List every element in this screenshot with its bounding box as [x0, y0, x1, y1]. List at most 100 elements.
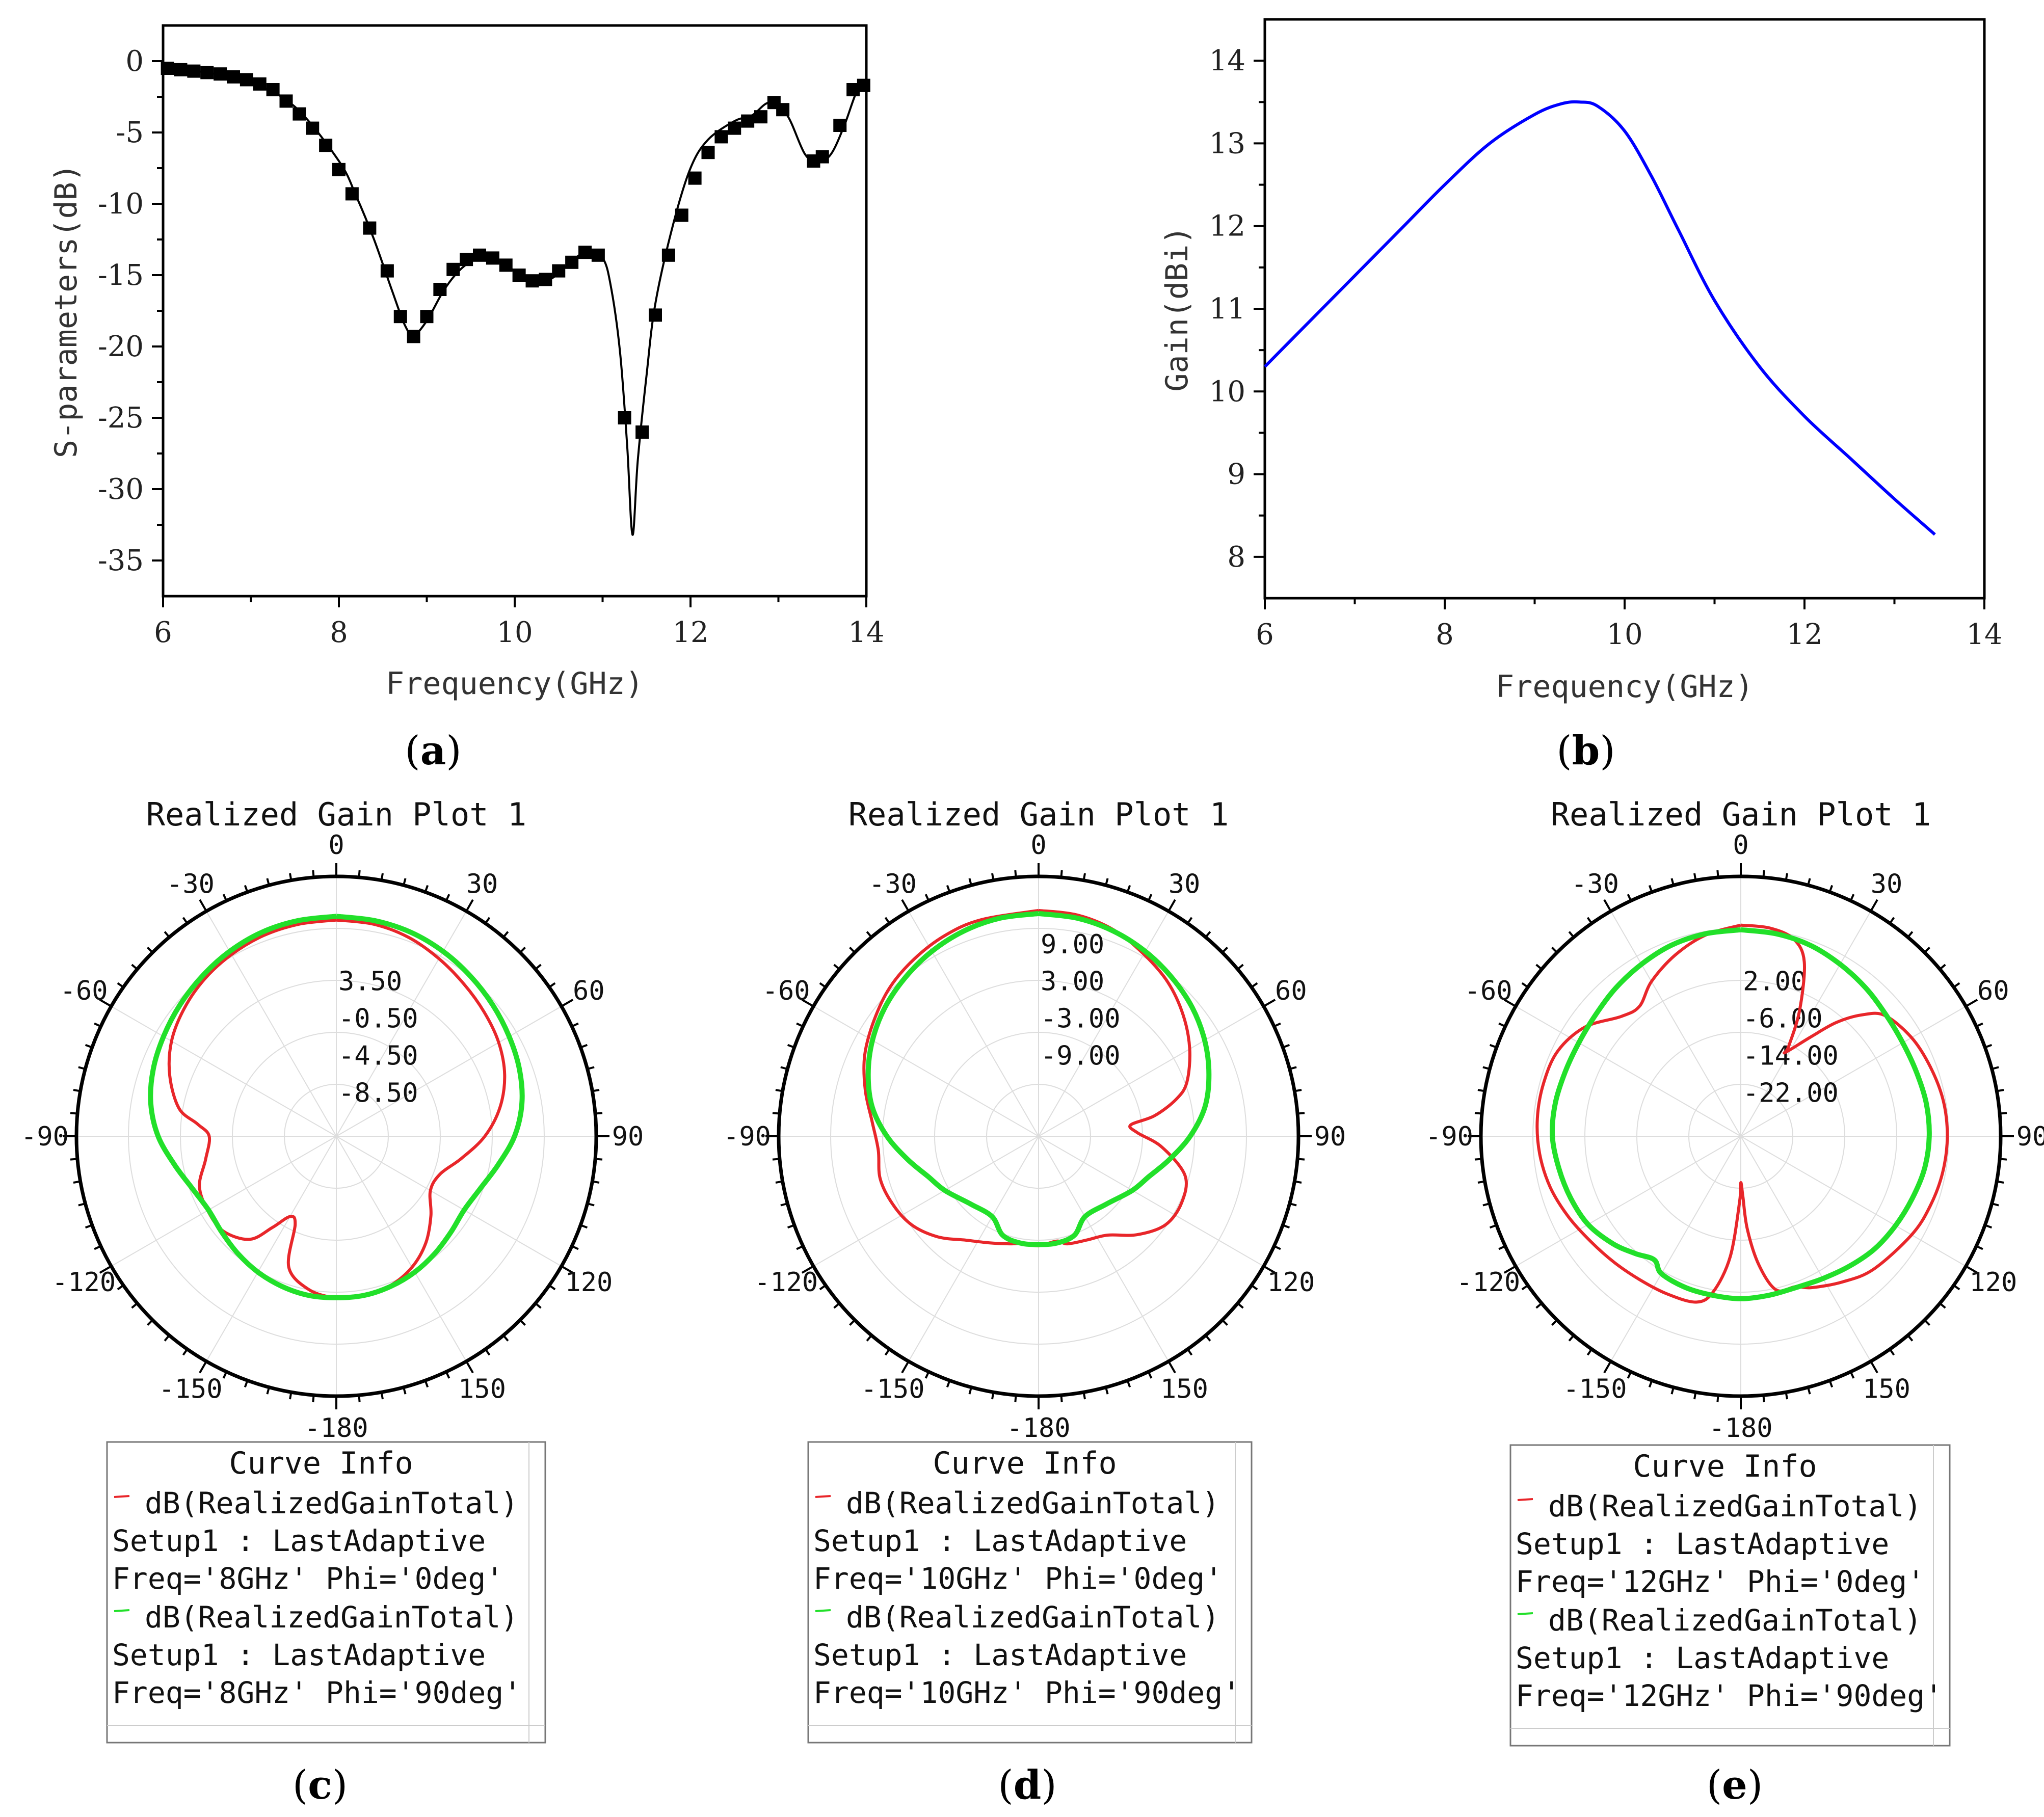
panel-e-angle-tick	[1762, 870, 1765, 878]
a-data-marker	[319, 139, 333, 152]
panel-c-legend-entry-line: dB(RealizedGainTotal)	[145, 1486, 518, 1520]
panel-c-angle-label: 30	[466, 869, 498, 900]
panel-e-label-letter: e	[1722, 1762, 1747, 1808]
panel-e-ring-label: -6.00	[1743, 1004, 1823, 1034]
a-y-tick-label: -10	[98, 188, 144, 221]
panel-c-angle-label: 0	[328, 830, 344, 861]
panel-e-legend-entry-line: Freq='12GHz' Phi='0deg'	[1516, 1564, 1925, 1599]
panel-d-angle-tick	[968, 878, 972, 886]
a-data-marker	[253, 77, 267, 91]
panel-c-angle-label: -30	[167, 869, 215, 900]
panel-c-legend-entry-line: Freq='8GHz' Phi='90deg'	[112, 1675, 521, 1710]
b-y-tick-label: 9	[1227, 458, 1245, 491]
b-x-tick-label: 6	[1256, 618, 1274, 651]
panel-d-ring-label: -9.00	[1041, 1040, 1121, 1071]
panel-c-angle-tick	[465, 1360, 474, 1374]
panel-c-angle-tick	[117, 1284, 124, 1291]
a-data-marker	[486, 251, 499, 265]
panel-e-series-curve	[1550, 927, 1932, 1301]
panel-e-angle-tick	[1477, 1180, 1485, 1184]
a-x-tick-label: 10	[496, 616, 533, 649]
a-data-marker	[187, 64, 201, 78]
panel-c-angle-tick	[199, 1360, 207, 1374]
panel-e-angle-tick	[1482, 1203, 1490, 1207]
panel-c-label-letter: c	[308, 1762, 332, 1808]
a-data-marker	[661, 248, 675, 262]
panel-e-angle-tick	[1535, 1302, 1543, 1309]
panel-e-angle-tick	[1984, 1044, 1993, 1049]
panel-d-angle-label: 120	[1267, 1267, 1315, 1298]
panel-d-grid-spoke	[908, 1136, 1039, 1362]
panel-c-angle-tick	[117, 982, 124, 988]
a-x-tick-label: 6	[154, 616, 172, 649]
panel-b-y-axis-title: Gain(dBi)	[1159, 226, 1195, 391]
a-y-tick-label: -5	[116, 116, 144, 149]
a-data-marker	[473, 248, 486, 262]
panel-d-polar-chart: Realized Gain Plot 10 30 60 90 120 150 -180 -15…	[723, 796, 1346, 1808]
panel-c-legend-entry-line: dB(RealizedGainTotal)	[145, 1600, 518, 1635]
a-data-marker	[714, 130, 728, 144]
panel-d-angle-tick	[1126, 1380, 1131, 1388]
b-y-tick-label: 12	[1209, 210, 1245, 243]
a-y-tick-label: -30	[98, 473, 144, 506]
panel-c-label: (c)	[293, 1762, 348, 1808]
panel-d-angle-label: 150	[1160, 1374, 1208, 1404]
a-data-marker	[446, 262, 460, 276]
panel-d-angle-tick	[1167, 899, 1176, 912]
panel-e-series-curve	[1535, 923, 1949, 1304]
panel-c-angle-tick	[147, 1319, 153, 1326]
b-y-tick-label: 13	[1209, 127, 1245, 160]
a-data-marker	[407, 330, 420, 343]
panel-c-legend-entry-line: Setup1 : LastAdaptive	[112, 1524, 486, 1558]
panel-d-angle-tick	[796, 1022, 804, 1028]
panel-e-angle-tick	[1953, 982, 1960, 988]
panel-e-angle-tick	[1785, 1392, 1788, 1400]
panel-d-ring-label: 3.00	[1041, 967, 1104, 997]
panel-e-grid-spoke	[1740, 1136, 1871, 1362]
panel-c-angle-tick	[580, 1224, 588, 1229]
panel-d-angle-tick	[1282, 1224, 1290, 1229]
panel-c-angle-tick	[445, 894, 450, 901]
panel-c-grid-spoke	[336, 911, 467, 1137]
panel-c-angle-tick	[424, 1380, 429, 1388]
panel-c-grid-spoke	[336, 1006, 562, 1137]
panel-c-legend-entry-line: Freq='8GHz' Phi='0deg'	[112, 1561, 503, 1596]
a-data-marker	[578, 246, 592, 259]
a-data-marker	[345, 187, 359, 201]
panel-e-grid-spoke	[1740, 911, 1871, 1137]
panel-c-series-curve	[148, 914, 525, 1300]
panel-c-ring-label: -0.50	[338, 1004, 418, 1034]
panel-e-angle-tick	[1603, 1360, 1612, 1374]
panel-e-angle-tick	[1482, 1066, 1490, 1070]
panel-c-angle-tick	[571, 1022, 579, 1028]
panel-e-angle-label: -30	[1571, 869, 1619, 900]
panel-d-legend-entry-line: dB(RealizedGainTotal)	[846, 1600, 1219, 1635]
panel-e-ring-label: -22.00	[1743, 1078, 1839, 1108]
panel-c-angle-tick	[85, 1044, 93, 1049]
panel-d-angle-tick	[884, 1348, 891, 1356]
panel-c-angle-tick	[580, 1044, 588, 1049]
panel-d-legend-entry-line: Setup1 : LastAdaptive	[813, 1524, 1187, 1558]
b-series-line	[1263, 100, 1936, 536]
panel-c-angle-tick	[199, 899, 207, 912]
panel-e-grid-spoke	[1515, 1006, 1741, 1137]
a-data-marker	[688, 171, 702, 185]
panel-d-angle-tick	[1105, 878, 1109, 886]
panel-c-angle-tick	[403, 1387, 407, 1395]
panel-d-angle-label: -90	[723, 1121, 771, 1152]
panel-d-angle-tick	[1147, 894, 1153, 901]
panel-e-angle-tick	[1762, 1395, 1765, 1403]
panel-e-angle-tick	[1807, 1387, 1811, 1395]
panel-a-y-ticks: 0 -5 -10 -15 -20 -25 -30 -35	[98, 45, 163, 577]
panel-d-angle-tick	[991, 1392, 995, 1400]
panel-e-angle-tick	[1849, 894, 1855, 901]
a-data-marker	[635, 425, 649, 439]
panel-e-angle-tick	[1551, 947, 1558, 953]
panel-d-angle-tick	[801, 1265, 814, 1274]
panel-d-angle-tick	[775, 1180, 783, 1184]
panel-e-angle-tick	[1503, 1265, 1517, 1274]
panel-e-grid-spoke	[1610, 911, 1741, 1137]
panel-e-angle-tick	[1489, 1224, 1497, 1229]
panel-c-angle-tick	[78, 1066, 86, 1070]
